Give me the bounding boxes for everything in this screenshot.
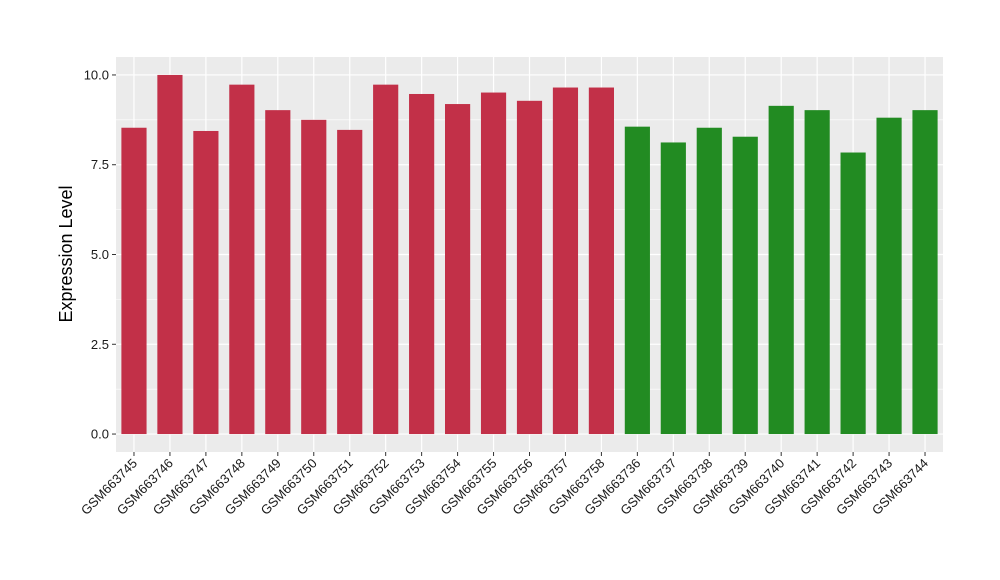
- bar-GSM663748: [229, 84, 255, 435]
- bar-GSM663739: [732, 136, 758, 435]
- bar-GSM663740: [768, 105, 794, 435]
- bar-GSM663753: [409, 93, 435, 435]
- bar-GSM663757: [552, 87, 579, 435]
- y-tick-label: 7.5: [91, 157, 109, 172]
- bar-GSM663741: [804, 110, 830, 435]
- bar-GSM663738: [696, 127, 722, 435]
- bar-GSM663742: [840, 152, 866, 435]
- bar-GSM663756: [516, 100, 543, 435]
- bar-GSM663758: [588, 87, 614, 435]
- y-axis: 0.0 2.5 5.0 7.5 10.0: [84, 67, 116, 442]
- bar-GSM663751: [337, 129, 363, 435]
- x-axis: GSM663745GSM663746GSM663747GSM663748GSM6…: [78, 452, 931, 518]
- bar-GSM663745: [121, 127, 147, 435]
- bar-GSM663744: [912, 110, 938, 435]
- y-axis-title: Expression Level: [56, 185, 76, 322]
- bar-GSM663752: [373, 84, 399, 435]
- bar-GSM663737: [660, 142, 686, 435]
- y-tick-label: 2.5: [91, 337, 109, 352]
- y-tick-label: 0.0: [91, 427, 109, 442]
- bar-GSM663750: [301, 119, 327, 435]
- bar-GSM663755: [480, 92, 507, 435]
- bars: [121, 74, 938, 435]
- bar-GSM663743: [876, 117, 902, 435]
- bar-GSM663736: [624, 126, 650, 435]
- bar-GSM663754: [445, 104, 471, 435]
- bar-GSM663747: [193, 130, 219, 435]
- bar-GSM663746: [157, 74, 183, 435]
- bar-GSM663749: [265, 110, 291, 435]
- y-tick-label: 10.0: [84, 67, 109, 82]
- y-tick-label: 5.0: [91, 247, 109, 262]
